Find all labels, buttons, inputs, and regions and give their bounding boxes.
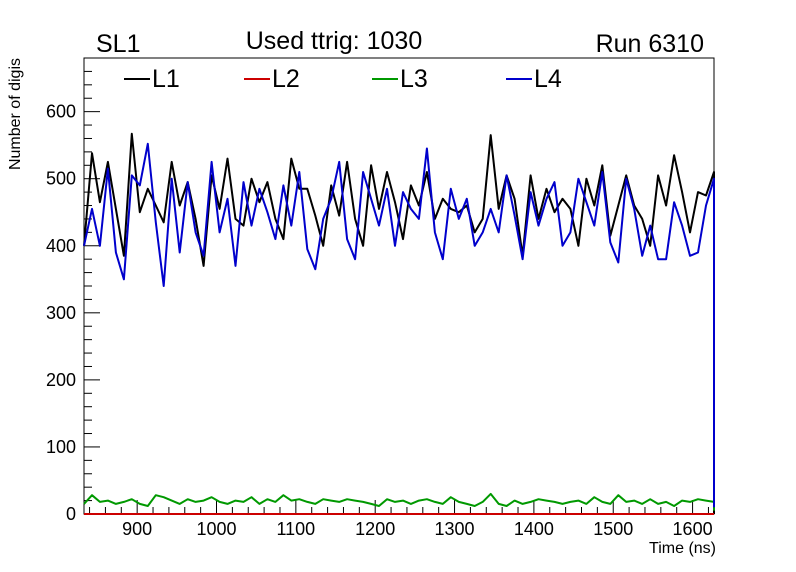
y-tick-label: 300 [46, 303, 76, 323]
series-layer [83, 132, 715, 515]
chart-title: Used ttrig: 1030 [246, 27, 423, 55]
sl-label: SL1 [96, 30, 140, 58]
legend: L1 L2 L3 L4 [124, 65, 562, 93]
x-tick-label: 1100 [276, 519, 315, 539]
x-tick-label: 1600 [673, 519, 713, 539]
plot-area: 0 100 200 300 400 500 600 900 1000 1100 1200 1300 1… [46, 57, 715, 539]
y-tick-label: 500 [46, 169, 76, 189]
y-tick-label: 400 [46, 236, 76, 256]
x-tick-label: 1500 [593, 519, 633, 539]
y-tick-label: 600 [46, 102, 76, 122]
legend-label-l1: L1 [152, 65, 180, 93]
series-l3-line [83, 492, 715, 511]
x-tick-label: 1000 [196, 519, 236, 539]
legend-label-l3: L3 [400, 65, 428, 93]
series-l1-line [83, 132, 715, 514]
y-tick-label: 200 [46, 370, 76, 390]
y-axis-label: Number of digis [7, 58, 24, 170]
x-tick-label: 1400 [514, 519, 554, 539]
plot-frame [83, 57, 715, 515]
y-tick-label: 100 [46, 437, 76, 457]
x-tick-label: 1300 [435, 519, 475, 539]
x-tick-label: 900 [122, 519, 152, 539]
x-axis: 900 1000 1100 1200 1300 1400 1500 1600 [89, 500, 713, 539]
legend-label-l2: L2 [272, 65, 300, 93]
run-label: Run 6310 [596, 30, 704, 58]
series-l4-line [83, 142, 715, 508]
legend-label-l4: L4 [534, 65, 562, 93]
x-axis-label: Time (ns) [649, 540, 716, 557]
y-tick-label: 0 [66, 504, 76, 524]
y-axis: 0 100 200 300 400 500 600 [46, 57, 100, 524]
x-tick-label: 1200 [355, 519, 395, 539]
